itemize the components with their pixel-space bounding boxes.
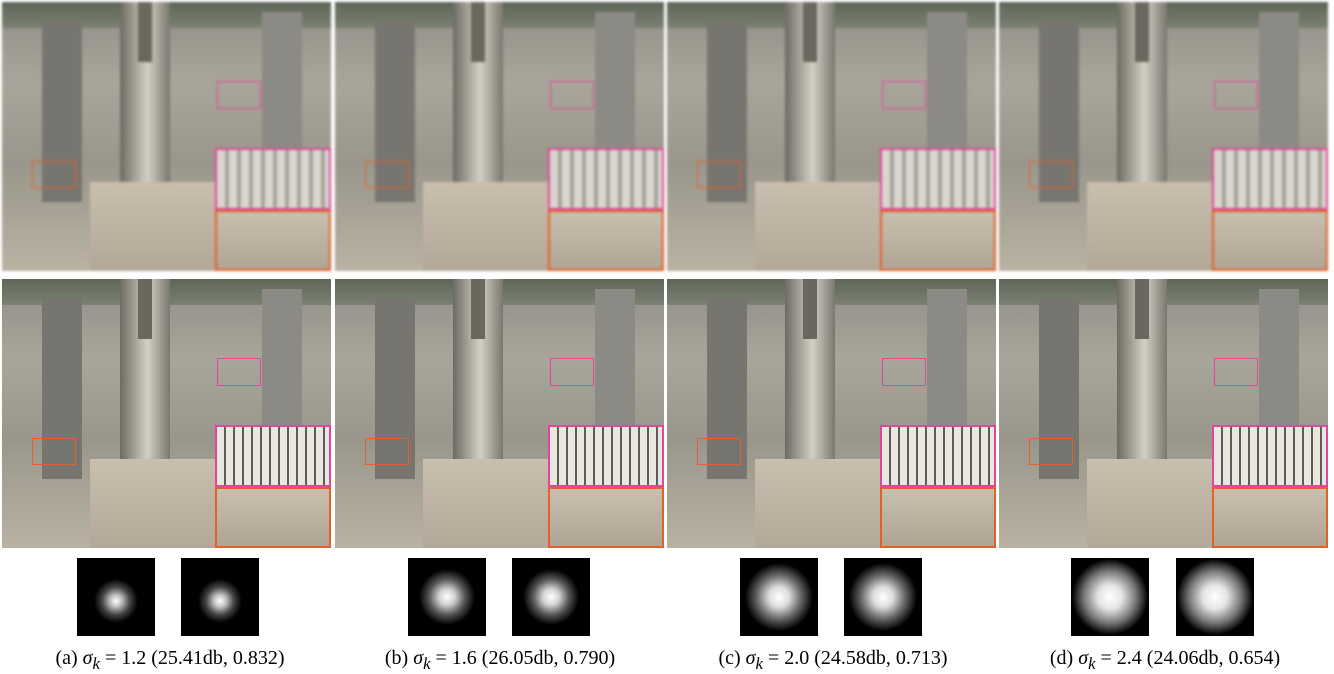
caption-letter: (c): [718, 647, 741, 669]
deblurred-image-a: [2, 279, 331, 548]
image-grid: [2, 2, 1332, 548]
zoom-box-1: [550, 81, 594, 109]
sigma-subscript: k: [755, 654, 763, 673]
zoom-inset-2: [880, 210, 996, 271]
zoom-box-2: [697, 161, 741, 188]
caption-metrics: (24.06db, 0.654): [1146, 647, 1281, 669]
zoom-inset-2: [548, 210, 664, 271]
sigma-symbol: σ: [745, 647, 756, 669]
kernel-true-c: [740, 558, 818, 636]
sigma-value: = 1.2: [104, 647, 147, 669]
blurred-image-a: [2, 2, 331, 271]
zoom-inset-1: [548, 148, 664, 210]
kernel-est-b: [512, 558, 590, 636]
caption-c: (c) σk = 2.0 (24.58db, 0.713): [668, 647, 998, 674]
sigma-value: = 2.4: [1100, 647, 1142, 669]
zoom-inset-1: [880, 148, 996, 210]
kernel-true-d: [1071, 558, 1149, 636]
zoom-inset-1: [548, 425, 664, 487]
zoom-inset-2: [215, 210, 331, 271]
kernel-est-c: [844, 558, 922, 636]
sigma-symbol: σ: [82, 647, 93, 669]
zoom-box-1: [1214, 358, 1258, 386]
zoom-box-2: [697, 438, 741, 465]
caption-letter: (a): [55, 647, 78, 669]
deblurred-image-d: [999, 279, 1328, 548]
zoom-box-2: [1029, 161, 1073, 188]
zoom-box-2: [1029, 438, 1073, 465]
caption-d: (d) σk = 2.4 (24.06db, 0.654): [1000, 647, 1330, 674]
zoom-box-2: [32, 161, 76, 188]
zoom-box-2: [365, 438, 409, 465]
blurred-image-c: [667, 2, 996, 271]
zoom-inset-2: [1212, 210, 1328, 271]
kernel-est-d: [1176, 558, 1254, 636]
zoom-inset-2: [880, 487, 996, 548]
sigma-subscript: k: [423, 654, 431, 673]
zoom-inset-1: [215, 148, 331, 210]
zoom-inset-1: [1212, 148, 1328, 210]
zoom-inset-1: [880, 425, 996, 487]
caption-metrics: (24.58db, 0.713): [814, 647, 948, 669]
zoom-inset-1: [1212, 425, 1328, 487]
sigma-value: = 2.0: [767, 647, 810, 669]
zoom-inset-1: [215, 425, 331, 487]
sigma-symbol: σ: [413, 647, 424, 669]
sigma-value: = 1.6: [435, 647, 477, 669]
zoom-box-1: [217, 81, 261, 109]
sigma-symbol: σ: [1078, 647, 1089, 669]
zoom-box-2: [365, 161, 409, 188]
zoom-box-2: [32, 438, 76, 465]
sigma-subscript: k: [1088, 654, 1096, 673]
zoom-inset-2: [1212, 487, 1328, 548]
blurred-image-b: [335, 2, 664, 271]
kernel-true-b: [408, 558, 486, 636]
caption-letter: (b): [384, 647, 409, 669]
deblurred-image-c: [667, 279, 996, 548]
kernel-est-a: [181, 558, 259, 636]
blurred-image-d: [999, 2, 1328, 271]
zoom-inset-2: [548, 487, 664, 548]
zoom-box-1: [882, 358, 926, 386]
zoom-box-1: [550, 358, 594, 386]
caption-b: (b) σk = 1.6 (26.05db, 0.790): [335, 647, 665, 674]
deblurred-image-b: [335, 279, 664, 548]
zoom-box-1: [882, 81, 926, 109]
zoom-inset-2: [215, 487, 331, 548]
caption-a: (a) σk = 1.2 (25.41db, 0.832): [5, 647, 335, 674]
zoom-box-1: [1214, 81, 1258, 109]
caption-metrics: (25.41db, 0.832): [151, 647, 285, 669]
kernel-true-a: [77, 558, 155, 636]
caption-letter: (d): [1049, 647, 1074, 669]
zoom-box-1: [217, 358, 261, 386]
sigma-subscript: k: [92, 654, 100, 673]
caption-metrics: (26.05db, 0.790): [481, 647, 616, 669]
